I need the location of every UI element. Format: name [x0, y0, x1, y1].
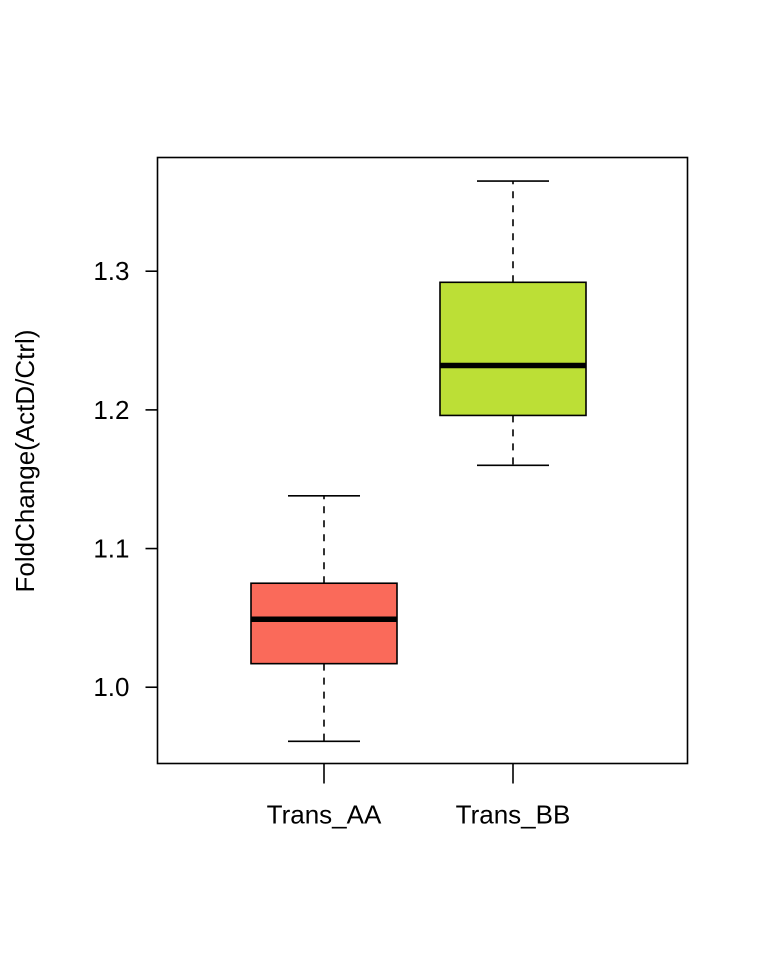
y-tick-label: 1.2: [93, 395, 129, 425]
y-tick-label: 1.3: [93, 256, 129, 286]
y-axis-title: FoldChange(ActD/Ctrl): [10, 330, 40, 593]
iqr-box: [439, 281, 587, 417]
box-group: [250, 180, 587, 743]
x-tick-label: Trans_BB: [456, 800, 571, 830]
x-tick-label: Trans_AA: [267, 800, 382, 830]
iqr-box: [250, 582, 398, 665]
box-Trans_BB: [439, 180, 587, 467]
box-Trans_AA: [250, 495, 398, 743]
y-tick-label: 1.1: [93, 534, 129, 564]
plot-frame: [156, 156, 689, 765]
y-tick-label: 1.0: [93, 672, 129, 702]
x-axis: Trans_AA Trans_BB: [267, 763, 571, 830]
y-axis: 1.0 1.1 1.2 1.3: [93, 256, 158, 702]
